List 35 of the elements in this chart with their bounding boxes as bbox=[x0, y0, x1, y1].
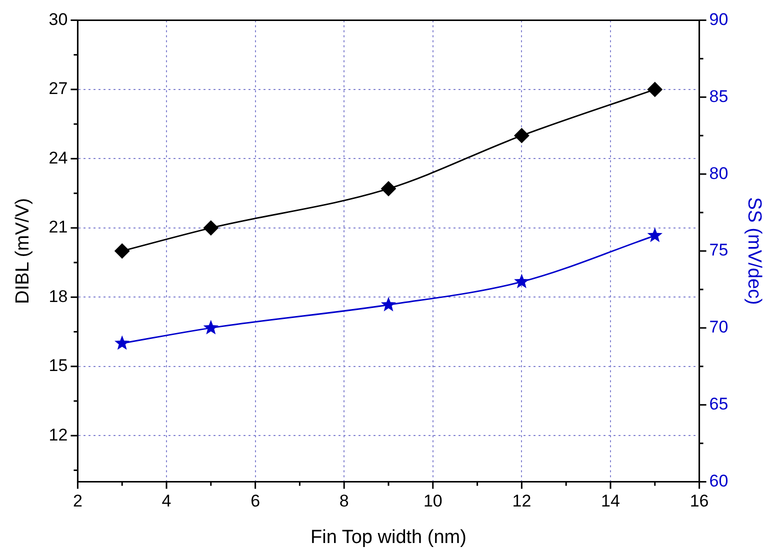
point bbox=[647, 228, 662, 242]
x-tick-label: 12 bbox=[512, 492, 532, 511]
y2-tick-label: 70 bbox=[709, 318, 728, 337]
x-tick-label: 8 bbox=[339, 492, 349, 511]
y-tick-label: 27 bbox=[48, 79, 68, 98]
point bbox=[203, 220, 218, 236]
x-tick-label: 10 bbox=[423, 492, 442, 511]
y-axis-title: DIBL (mV/V) bbox=[12, 198, 34, 304]
x-axis-title: Fin Top width (nm) bbox=[310, 526, 466, 548]
point bbox=[203, 320, 219, 334]
point bbox=[114, 335, 130, 350]
y2-tick-label: 65 bbox=[709, 394, 728, 414]
point bbox=[514, 274, 530, 288]
x-tick-label: 2 bbox=[72, 492, 82, 511]
y-tick-label: 12 bbox=[48, 425, 68, 444]
y-tick-label: 15 bbox=[48, 356, 68, 376]
y2-tick-label: 75 bbox=[709, 240, 728, 260]
y2-tick-label: 60 bbox=[709, 471, 728, 490]
y-tick-label: 18 bbox=[48, 286, 68, 306]
point bbox=[514, 128, 530, 144]
point bbox=[381, 181, 396, 196]
x-tick-label: 16 bbox=[690, 492, 709, 511]
y-tick-label: 21 bbox=[48, 218, 68, 237]
y-tick-label: 30 bbox=[48, 10, 68, 29]
point bbox=[647, 82, 662, 97]
point bbox=[114, 244, 130, 258]
point bbox=[380, 296, 396, 312]
y2-axis-title: SS (mV/dec) bbox=[743, 197, 764, 305]
y2-tick-label: 90 bbox=[709, 10, 728, 29]
y2-tick-label: 80 bbox=[709, 164, 728, 183]
y-tick-label: 24 bbox=[48, 148, 68, 168]
x-tick-label: 6 bbox=[250, 492, 260, 511]
y2-tick-label: 85 bbox=[709, 86, 728, 106]
x-tick-label: 14 bbox=[601, 492, 620, 511]
x-tick-label: 4 bbox=[162, 492, 172, 511]
